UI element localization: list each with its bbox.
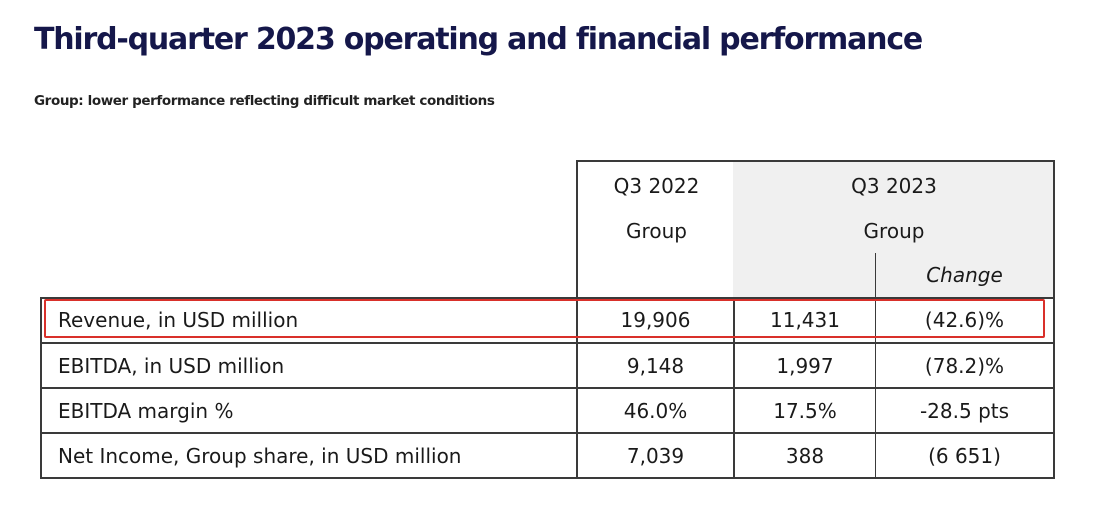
page-title: Third-quarter 2023 operating and financi… — [34, 22, 923, 57]
header-q3-2023-entity: Group — [863, 219, 925, 243]
header-q3-2022-entity: Group — [626, 219, 687, 243]
row-label-revenue: Revenue, in USD million — [58, 308, 299, 332]
header-q3-2023-period: Q3 2023 — [851, 174, 937, 198]
row-divider — [40, 342, 1055, 344]
cell-revenue-change: (42.6)% — [924, 308, 1005, 332]
header-q3-2022-cell — [576, 160, 735, 298]
header-q3-2022-period: Q3 2022 — [613, 174, 700, 198]
cell-ebitda-q3-2022: 9,148 — [626, 354, 685, 378]
column-divider — [875, 297, 876, 479]
header-change-label: Change — [926, 263, 1003, 287]
cell-net-income-q3-2023: 388 — [785, 444, 825, 468]
column-divider — [576, 297, 578, 479]
cell-ebitda-margin-q3-2022: 46.0% — [623, 399, 688, 423]
row-divider — [40, 432, 1055, 434]
page-subtitle: Group: lower performance reflecting diff… — [34, 93, 495, 109]
row-label-ebitda-margin: EBITDA margin % — [58, 399, 234, 423]
revenue-row-highlight — [44, 299, 1045, 338]
cell-revenue-q3-2022: 19,906 — [620, 308, 691, 332]
change-subheader-divider — [875, 253, 876, 298]
cell-ebitda-q3-2023: 1,997 — [776, 354, 834, 378]
row-label-net-income: Net Income, Group share, in USD million — [58, 444, 462, 468]
cell-revenue-q3-2023: 11,431 — [770, 308, 840, 332]
header-q3-2023-cell — [733, 160, 1055, 298]
row-label-ebitda: EBITDA, in USD million — [58, 354, 285, 378]
cell-ebitda-margin-change: -28.5 pts — [919, 399, 1010, 423]
cell-ebitda-change: (78.2)% — [924, 354, 1005, 378]
row-divider — [40, 387, 1055, 389]
cell-net-income-change: (6 651) — [928, 444, 1001, 468]
column-divider — [733, 297, 735, 479]
cell-net-income-q3-2022: 7,039 — [626, 444, 685, 468]
cell-ebitda-margin-q3-2023: 17.5% — [773, 399, 837, 423]
